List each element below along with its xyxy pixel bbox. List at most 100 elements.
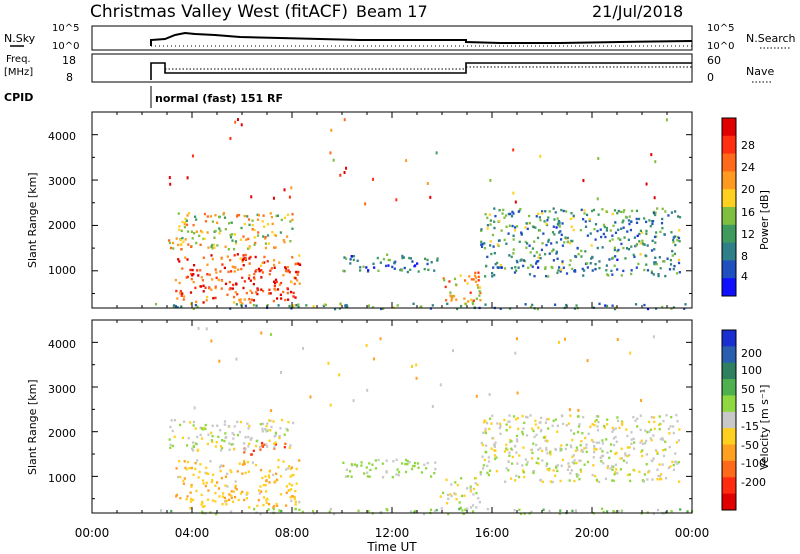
heatmap-cell (670, 509, 673, 513)
heatmap-cell (424, 257, 427, 261)
heatmap-cell (211, 434, 214, 438)
heatmap-cell (452, 294, 456, 298)
heatmap-cell (286, 213, 290, 217)
heatmap-cell (574, 510, 578, 513)
heatmap-cell (339, 302, 342, 305)
heatmap-cell (594, 267, 597, 271)
heatmap-cell (537, 212, 540, 215)
heatmap-cell (256, 213, 259, 217)
heatmap-cell (669, 465, 672, 468)
heatmap-cell (565, 424, 568, 427)
heatmap-cell (173, 435, 176, 438)
heatmap-cell (276, 214, 280, 217)
heatmap-cell (196, 435, 199, 439)
heatmap-cell (290, 488, 293, 491)
heatmap-cell (654, 256, 657, 259)
power-colorbar-swatch (722, 224, 736, 244)
heatmap-cell (670, 211, 674, 214)
heatmap-cell (248, 262, 251, 265)
heatmap-cell (647, 420, 651, 424)
date-label: 21/Jul/2018 (592, 2, 683, 21)
heatmap-cell (552, 419, 555, 423)
heatmap-cell (230, 443, 233, 446)
heatmap-cell (496, 422, 499, 425)
heatmap-cell (594, 420, 597, 423)
heatmap-cell (206, 231, 209, 234)
velocity-colorbar-swatch (722, 395, 736, 413)
heatmap-cell (576, 430, 580, 434)
heatmap-cell (183, 225, 186, 229)
heatmap-cell (201, 505, 205, 508)
heatmap-cell (388, 258, 391, 262)
heatmap-cell (597, 213, 600, 216)
heatmap-cell (560, 444, 563, 447)
heatmap-cell (640, 450, 643, 454)
heatmap-cell (532, 225, 535, 229)
heatmap-cell (523, 421, 526, 425)
heatmap-cell (183, 460, 186, 463)
heatmap-cell (405, 159, 408, 163)
heatmap-cell (241, 490, 244, 494)
heatmap-cell (531, 303, 534, 307)
heatmap-cell (234, 242, 238, 245)
heatmap-cell (301, 510, 304, 514)
heatmap-cell (343, 171, 346, 175)
heatmap-cell (547, 240, 550, 243)
heatmap-cell (664, 274, 667, 278)
heatmap-cell (520, 231, 523, 234)
heatmap-cell (217, 435, 220, 439)
heatmap-cell (611, 430, 614, 433)
heatmap-cell (330, 128, 333, 132)
vel-cbar-tick-m15: -15 (741, 420, 759, 433)
heatmap-cell (218, 465, 222, 469)
heatmap-cell (642, 480, 646, 483)
heatmap-cell (598, 266, 601, 270)
heatmap-cell (667, 427, 670, 431)
heatmap-cell (612, 428, 615, 432)
heatmap-cell (575, 446, 578, 449)
heatmap-cell (234, 266, 237, 269)
heatmap-cell (194, 427, 197, 430)
heatmap-cell (578, 477, 581, 481)
heatmap-cell (233, 233, 237, 236)
heatmap-cell (596, 229, 599, 233)
heatmap-cell (628, 473, 631, 476)
heatmap-cell (503, 238, 506, 242)
heatmap-cell (537, 266, 540, 269)
heatmap-cell (339, 173, 342, 177)
heatmap-cell (674, 210, 677, 213)
heatmap-cell (287, 467, 290, 470)
heatmap-cell (234, 480, 237, 483)
heatmap-cell (309, 395, 312, 399)
heatmap-cell (504, 214, 508, 217)
heatmap-cell (568, 479, 571, 482)
heatmap-cell (581, 450, 584, 453)
heatmap-cell (671, 249, 674, 253)
heatmap-cell (643, 473, 647, 476)
heatmap-cell (268, 288, 271, 292)
heatmap-cell (229, 270, 233, 273)
heatmap-cell (555, 252, 558, 255)
heatmap-cell (371, 306, 375, 309)
heatmap-cell (344, 305, 347, 309)
heatmap-cell (622, 210, 625, 214)
heatmap-cell (551, 266, 554, 270)
heatmap-cell (289, 220, 292, 223)
heatmap-cell (568, 263, 571, 267)
heatmap-cell (555, 226, 558, 229)
nsky-panel: N.Sky 10^5 10^0 10^5 10^0 N.Search (4, 23, 796, 52)
heatmap-cell (295, 482, 298, 485)
power-colorbar: 4 8 12 16 20 24 28 Power [dB] (721, 117, 771, 297)
heatmap-cell (329, 151, 332, 155)
heatmap-cell (514, 479, 517, 482)
heatmap-cell (255, 439, 258, 443)
heatmap-cell (618, 426, 621, 430)
heatmap-cell (563, 337, 566, 341)
vel-cbar-tick-200: 200 (741, 347, 762, 360)
nsky-tick-top: 10^5 (52, 23, 79, 34)
heatmap-cell (282, 273, 285, 277)
heatmap-cell (565, 443, 568, 447)
heatmap-cell (343, 118, 346, 122)
heatmap-cell (508, 307, 512, 310)
heatmap-cell (684, 303, 687, 306)
